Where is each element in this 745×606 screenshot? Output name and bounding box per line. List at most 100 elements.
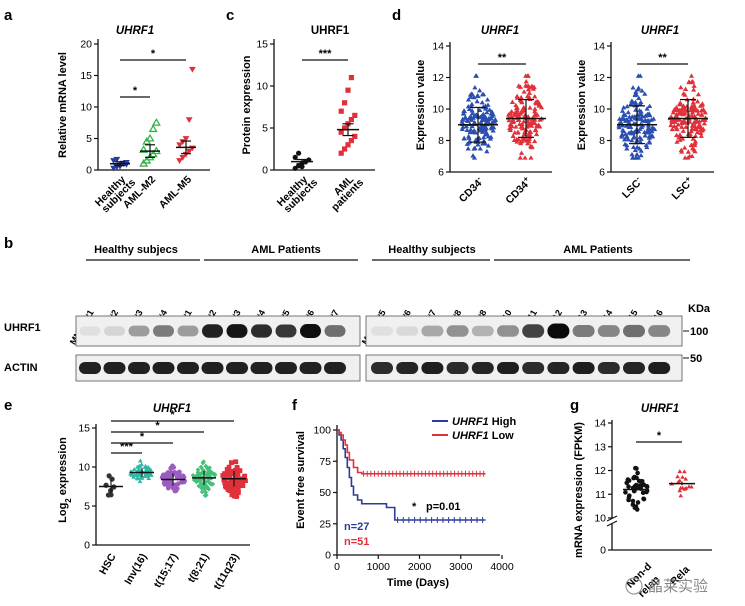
panel-c-ytick-label-3: 15	[256, 39, 268, 51]
panel-e-point-3-66	[210, 470, 216, 476]
panel-a-significance: **	[120, 48, 186, 98]
panel-d1-categories: CD34- CD34+	[457, 174, 531, 207]
panel-g-point-0-22	[644, 483, 650, 489]
panel-d2-ylabel: Expression value	[576, 60, 588, 151]
panel-d2-point-0-61	[622, 141, 628, 147]
blot-band-actin-left-4	[177, 362, 199, 374]
panel-g-point-1-4	[677, 469, 683, 474]
panel-d2-point-0-114	[622, 112, 628, 118]
panel-a-point-2-8	[185, 117, 193, 123]
blot-band-actin-right-1	[396, 362, 419, 374]
panel-d1-point-1-145	[534, 112, 540, 117]
blot-band-uhrf1-right-2	[421, 325, 444, 337]
panel-e-point-1-37	[134, 464, 140, 469]
panel-f-curve-0	[337, 429, 486, 521]
panel-c-point-1-4	[352, 133, 358, 139]
panel-d1-point-0-92	[485, 143, 492, 148]
panel-a-point-1-8	[148, 124, 158, 133]
panel-d2-point-1-110	[698, 130, 704, 136]
panel-d2-point-1-122	[674, 139, 680, 144]
panel-a-label: a	[4, 7, 13, 24]
blot-right-group-aml: AML Patients	[563, 244, 632, 256]
blot-band-uhrf1-left-9	[300, 324, 321, 338]
panel-g-point-1-12	[689, 484, 694, 489]
blot-kda-100: 100	[690, 326, 708, 338]
panel-e-point-3-40	[203, 463, 209, 469]
panel-e-point-2-43	[177, 469, 182, 475]
panel-d1-point-1-104	[509, 123, 515, 129]
panel-e-point-4-40	[228, 460, 234, 466]
panel-d1-point-1-54	[538, 104, 545, 110]
panel-d1-point-0-74	[484, 148, 490, 154]
panel-d2-point-1-35	[694, 98, 701, 104]
panel-d1-point-0-145	[473, 73, 479, 78]
panel-d1-point-0-143	[469, 117, 475, 122]
panel-d2-point-1-0	[677, 137, 683, 142]
panel-e-point-4-64	[222, 480, 228, 485]
panel-e-point-4-57	[221, 477, 227, 483]
panel-e-point-4-53	[235, 490, 241, 496]
panel-d1-point-0-20	[477, 146, 483, 151]
panel-g-point-1-1	[683, 476, 689, 481]
panel-b-label: b	[4, 235, 13, 252]
panel-d2-point-1-98	[678, 147, 684, 152]
panel-d2-point-0-102	[646, 135, 653, 140]
panel-d2-point-0-84	[632, 92, 638, 98]
panel-d1-point-0-131	[477, 87, 483, 93]
blot-band-uhrf1-right-9	[597, 325, 620, 337]
panel-e-point-4-71	[234, 465, 240, 471]
panel-e-point-3-51	[194, 473, 200, 478]
panel-g-point-0-41	[633, 465, 638, 471]
blot-band-uhrf1-left-2	[128, 325, 150, 337]
panel-b: b Healthy subjecs AML Patients Healthy s…	[4, 235, 711, 382]
panel-d2-cat-0: LSC-	[618, 174, 645, 201]
panel-d2-point-0-132	[638, 148, 644, 153]
panel-a-ylabel: Relative mRNA level	[57, 52, 69, 158]
panel-e-point-3-68	[203, 489, 209, 495]
panel-e-point-3-65	[205, 473, 211, 479]
panel-d1-point-0-72	[466, 106, 473, 112]
panel-f-sig: *	[412, 501, 417, 513]
panel-d1-point-1-109	[526, 136, 532, 141]
panel-d2-point-1-88	[676, 107, 683, 113]
panel-c-significance: ***	[302, 48, 348, 61]
panel-e-point-3-60	[194, 478, 199, 483]
panel-d1-point-0-76	[464, 141, 470, 146]
panel-d1-point-0-64	[468, 127, 474, 132]
panel-f-ytick-label-3: 75	[319, 456, 331, 468]
panel-c-ytick-label-0: 0	[262, 165, 268, 177]
panel-d2-point-1-103	[670, 109, 676, 115]
panel-d1-point-0-21	[474, 98, 480, 104]
panel-a-point-1-5	[139, 145, 149, 153]
panel-d2-point-1-144	[672, 106, 678, 112]
panel-d2-point-0-88	[633, 101, 639, 107]
panel-d1-point-0-142	[480, 91, 487, 97]
blot-band-actin-left-2	[128, 362, 150, 374]
panel-a-point-2-7	[182, 136, 190, 142]
panel-c-point-1-8	[348, 117, 354, 123]
panel-d1-ylabel: Expression value	[415, 60, 427, 151]
panel-a-ytick-label-1: 5	[86, 133, 92, 145]
panel-d2-point-1-54	[669, 126, 675, 132]
panel-a-sig-label-1: *	[151, 48, 156, 60]
panel-d2-point-1-118	[702, 109, 708, 115]
panel-d1-point-0-112	[478, 126, 484, 132]
panel-d1-point-0-121	[472, 113, 479, 119]
panel-d2-point-1-136	[679, 120, 685, 126]
panel-d2-point-0-19	[618, 119, 624, 125]
panel-d1-point-1-100	[528, 155, 534, 160]
panel-e-point-4-46	[222, 483, 228, 489]
panel-d1-point-1-102	[536, 103, 542, 108]
panel-d2-point-0-12	[630, 144, 637, 150]
panel-a-title: UHRF1	[116, 25, 154, 37]
panel-g-point-1-11	[678, 493, 684, 498]
panel-d1-point-1-96	[522, 112, 528, 117]
panel-e-point-2-51	[172, 488, 178, 494]
panel-c-point-0-6	[296, 150, 302, 156]
panel-d2-point-1-13	[694, 129, 701, 135]
panel-e-point-3-69	[196, 483, 202, 489]
panel-a-yaxis: 0 5 10 15 20	[80, 39, 98, 177]
